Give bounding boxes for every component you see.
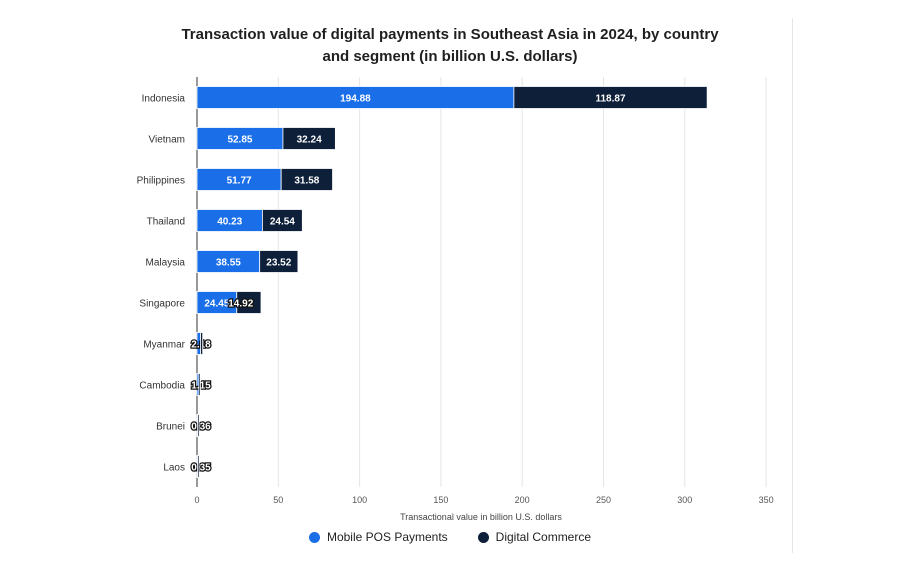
data-label: 31.58 — [294, 176, 319, 187]
bar-segment — [282, 127, 336, 150]
category-label: Myanmar — [143, 340, 185, 351]
data-label: 118.87 — [595, 94, 625, 105]
x-tick-label: 250 — [596, 495, 611, 505]
category-label: Indonesia — [142, 94, 186, 105]
data-label: 0.35 — [191, 463, 211, 474]
legend-item-digital-commerce[interactable]: Digital Commerce — [477, 530, 592, 544]
legend-label-mobile-pos: Mobile POS Payments — [326, 530, 448, 544]
data-label: 32.24 — [297, 135, 322, 146]
data-label: 1.15 — [191, 381, 211, 392]
x-tick-label: 150 — [433, 495, 448, 505]
data-label: 14.92 — [228, 299, 253, 310]
chart-title: Transaction value of digital payments in… — [150, 24, 750, 68]
bar-segment — [197, 455, 200, 478]
x-tick-label: 0 — [194, 495, 199, 505]
bar-segment — [198, 373, 201, 396]
category-label: Brunei — [156, 422, 185, 433]
right-border — [792, 18, 793, 553]
category-label: Vietnam — [148, 135, 185, 146]
bar-segment — [200, 332, 204, 355]
data-label: 51.77 — [227, 176, 252, 187]
category-label: Cambodia — [139, 381, 185, 392]
data-label: 40.23 — [217, 217, 242, 228]
data-label: 194.88 — [340, 94, 371, 105]
data-label: 38.55 — [216, 258, 241, 269]
data-label: 23.52 — [266, 258, 291, 269]
category-label: Philippines — [137, 176, 185, 187]
bar-segment — [280, 168, 333, 191]
x-tick-label: 100 — [352, 495, 367, 505]
bar-segment — [236, 291, 262, 314]
category-label: Singapore — [139, 299, 185, 310]
legend-swatch-mobile-pos — [308, 531, 320, 543]
bar-segment — [259, 250, 299, 273]
title-line-1: Transaction value of digital payments in… — [181, 26, 719, 43]
x-axis-title: Transactional value in billion U.S. doll… — [400, 512, 562, 522]
x-tick-label: 350 — [759, 495, 774, 505]
category-label: Thailand — [147, 217, 185, 228]
x-tick-label: 50 — [273, 495, 283, 505]
bar-segment — [197, 414, 200, 437]
legend-swatch-digital-commerce — [477, 531, 489, 543]
title-line-2: and segment (in billion U.S. dollars) — [322, 48, 578, 65]
category-label: Malaysia — [146, 258, 186, 269]
legend-item-mobile-pos[interactable]: Mobile POS Payments — [308, 530, 448, 544]
category-label: Laos — [163, 463, 185, 474]
legend-label-digital-commerce: Digital Commerce — [495, 530, 592, 544]
data-label: 24.54 — [270, 217, 295, 228]
data-label: 52.85 — [227, 135, 252, 146]
x-tick-label: 200 — [515, 495, 530, 505]
data-label: 0.36 — [191, 422, 211, 433]
legend: Mobile POS Payments Digital Commerce — [0, 530, 900, 544]
x-tick-label: 300 — [677, 495, 692, 505]
data-label: 24.45 — [204, 299, 229, 310]
bar-segment — [513, 86, 708, 109]
bar-segment — [262, 209, 303, 232]
